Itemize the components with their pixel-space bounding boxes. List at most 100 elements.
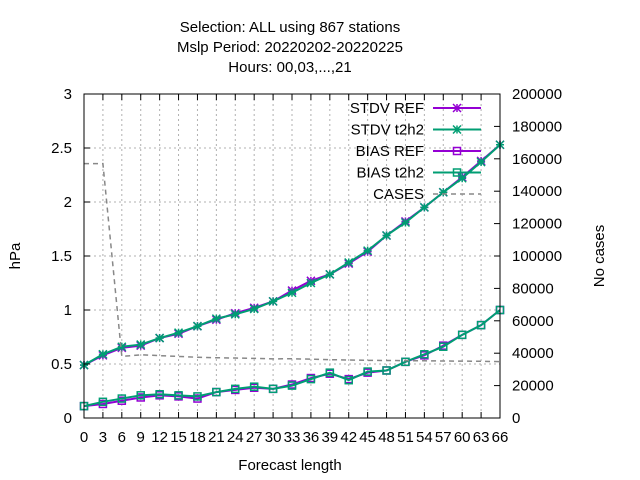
title-line-2: Mslp Period: 20220202-20220225 bbox=[177, 39, 403, 56]
data-point bbox=[419, 202, 429, 212]
x-tick-label: 30 bbox=[265, 429, 282, 446]
x-tick-label: 57 bbox=[435, 429, 452, 446]
data-point bbox=[306, 374, 316, 384]
data-point bbox=[117, 394, 127, 403]
x-axis-label: Forecast length bbox=[238, 457, 341, 474]
grid bbox=[84, 94, 500, 418]
y-axis-label: hPa bbox=[7, 242, 24, 269]
tick-layer: 0 3 6 9 12 15 18 21 24 27 30 33 36 39 42 45 48 51 54 57 60 63… bbox=[51, 86, 562, 446]
legend: STDV REF STDV t2h2 BIAS REF BIAS t2h2 CASES bbox=[350, 100, 481, 203]
data-point bbox=[174, 391, 183, 400]
series-line-4 bbox=[84, 162, 501, 363]
y2-axis-label: No cases bbox=[591, 225, 608, 288]
y-tick-label: 0 bbox=[64, 410, 72, 427]
x-tick-label: 3 bbox=[99, 429, 107, 446]
y2-tick-label: 80000 bbox=[512, 280, 554, 297]
legend-label: STDV t2h2 bbox=[351, 122, 424, 139]
x-tick-label: 54 bbox=[416, 429, 433, 446]
y2-tick-label: 180000 bbox=[512, 118, 562, 135]
data-point bbox=[193, 392, 202, 401]
data-point bbox=[325, 368, 335, 377]
y-tick-label: 1 bbox=[64, 302, 72, 319]
x-tick-label: 12 bbox=[151, 429, 168, 446]
legend-marker bbox=[452, 168, 462, 177]
title-line-3: Hours: 00,03,...,21 bbox=[228, 59, 351, 76]
data-point bbox=[117, 342, 127, 352]
data-point bbox=[174, 328, 184, 338]
data-point bbox=[400, 217, 410, 228]
x-tick-label: 15 bbox=[170, 429, 187, 446]
x-tick-label: 27 bbox=[246, 429, 263, 446]
y2-tick-label: 160000 bbox=[512, 151, 562, 168]
x-tick-label: 48 bbox=[378, 429, 395, 446]
data-point bbox=[382, 366, 391, 375]
y-tick-label: 3 bbox=[64, 86, 72, 103]
data-point bbox=[136, 391, 145, 400]
data-point bbox=[211, 314, 221, 324]
x-tick-label: 9 bbox=[137, 429, 145, 446]
x-tick-label: 60 bbox=[454, 429, 471, 446]
legend-marker bbox=[452, 103, 462, 113]
y2-tick-label: 120000 bbox=[512, 216, 562, 233]
data-point bbox=[230, 309, 240, 319]
data-point bbox=[98, 397, 108, 407]
data-point bbox=[249, 382, 259, 391]
data-point bbox=[268, 296, 278, 306]
data-point bbox=[98, 349, 108, 359]
y2-tick-label: 100000 bbox=[512, 248, 562, 265]
x-tick-label: 0 bbox=[80, 429, 88, 446]
y-tick-label: 2 bbox=[64, 194, 72, 211]
data-point bbox=[476, 157, 486, 167]
title-line-1: Selection: ALL using 867 stations bbox=[180, 19, 400, 36]
data-point bbox=[231, 384, 240, 394]
data-point bbox=[363, 246, 373, 256]
data-point bbox=[287, 381, 297, 390]
y2-tick-label: 60000 bbox=[512, 313, 554, 330]
y2-tick-label: 40000 bbox=[512, 345, 554, 362]
data-point bbox=[457, 330, 467, 340]
x-tick-label: 21 bbox=[208, 429, 225, 446]
data-point bbox=[192, 321, 202, 331]
data-point bbox=[476, 320, 486, 330]
y-tick-label: 1.5 bbox=[51, 248, 72, 265]
x-tick-label: 18 bbox=[189, 429, 206, 446]
legend-label: BIAS t2h2 bbox=[356, 165, 424, 182]
x-tick-label: 6 bbox=[118, 429, 126, 446]
data-point bbox=[344, 257, 354, 268]
data-point bbox=[249, 304, 259, 314]
x-tick-label: 36 bbox=[303, 429, 320, 446]
data-point bbox=[344, 375, 353, 385]
legend-marker bbox=[452, 124, 462, 135]
y2-tick-label: 140000 bbox=[512, 183, 562, 200]
data-point bbox=[439, 342, 448, 351]
x-tick-label: 39 bbox=[321, 429, 338, 446]
chart-title: Selection: ALL using 867 stations Mslp P… bbox=[177, 19, 403, 76]
x-tick-label: 45 bbox=[359, 429, 376, 446]
data-point bbox=[363, 367, 372, 376]
data-point bbox=[401, 357, 410, 367]
data-point bbox=[155, 333, 165, 343]
x-tick-label: 66 bbox=[492, 429, 509, 446]
x-tick-label: 63 bbox=[473, 429, 490, 446]
series-layer bbox=[79, 140, 505, 411]
y-tick-label: 2.5 bbox=[51, 140, 72, 157]
legend-label: CASES bbox=[373, 186, 424, 203]
data-point bbox=[155, 389, 164, 399]
y2-tick-label: 200000 bbox=[512, 86, 562, 103]
y2-tick-label: 20000 bbox=[512, 378, 554, 395]
data-point bbox=[287, 288, 297, 298]
legend-marker bbox=[452, 146, 462, 156]
legend-label: STDV REF bbox=[350, 100, 424, 117]
data-point bbox=[136, 340, 146, 350]
x-tick-label: 24 bbox=[227, 429, 244, 446]
data-point bbox=[420, 350, 429, 359]
x-tick-label: 51 bbox=[397, 429, 414, 446]
data-point bbox=[325, 269, 335, 279]
data-point bbox=[438, 187, 448, 197]
data-point bbox=[382, 230, 392, 241]
data-point bbox=[212, 387, 221, 397]
data-point bbox=[306, 278, 316, 288]
data-point bbox=[268, 384, 278, 394]
legend-label: BIAS REF bbox=[356, 143, 424, 160]
